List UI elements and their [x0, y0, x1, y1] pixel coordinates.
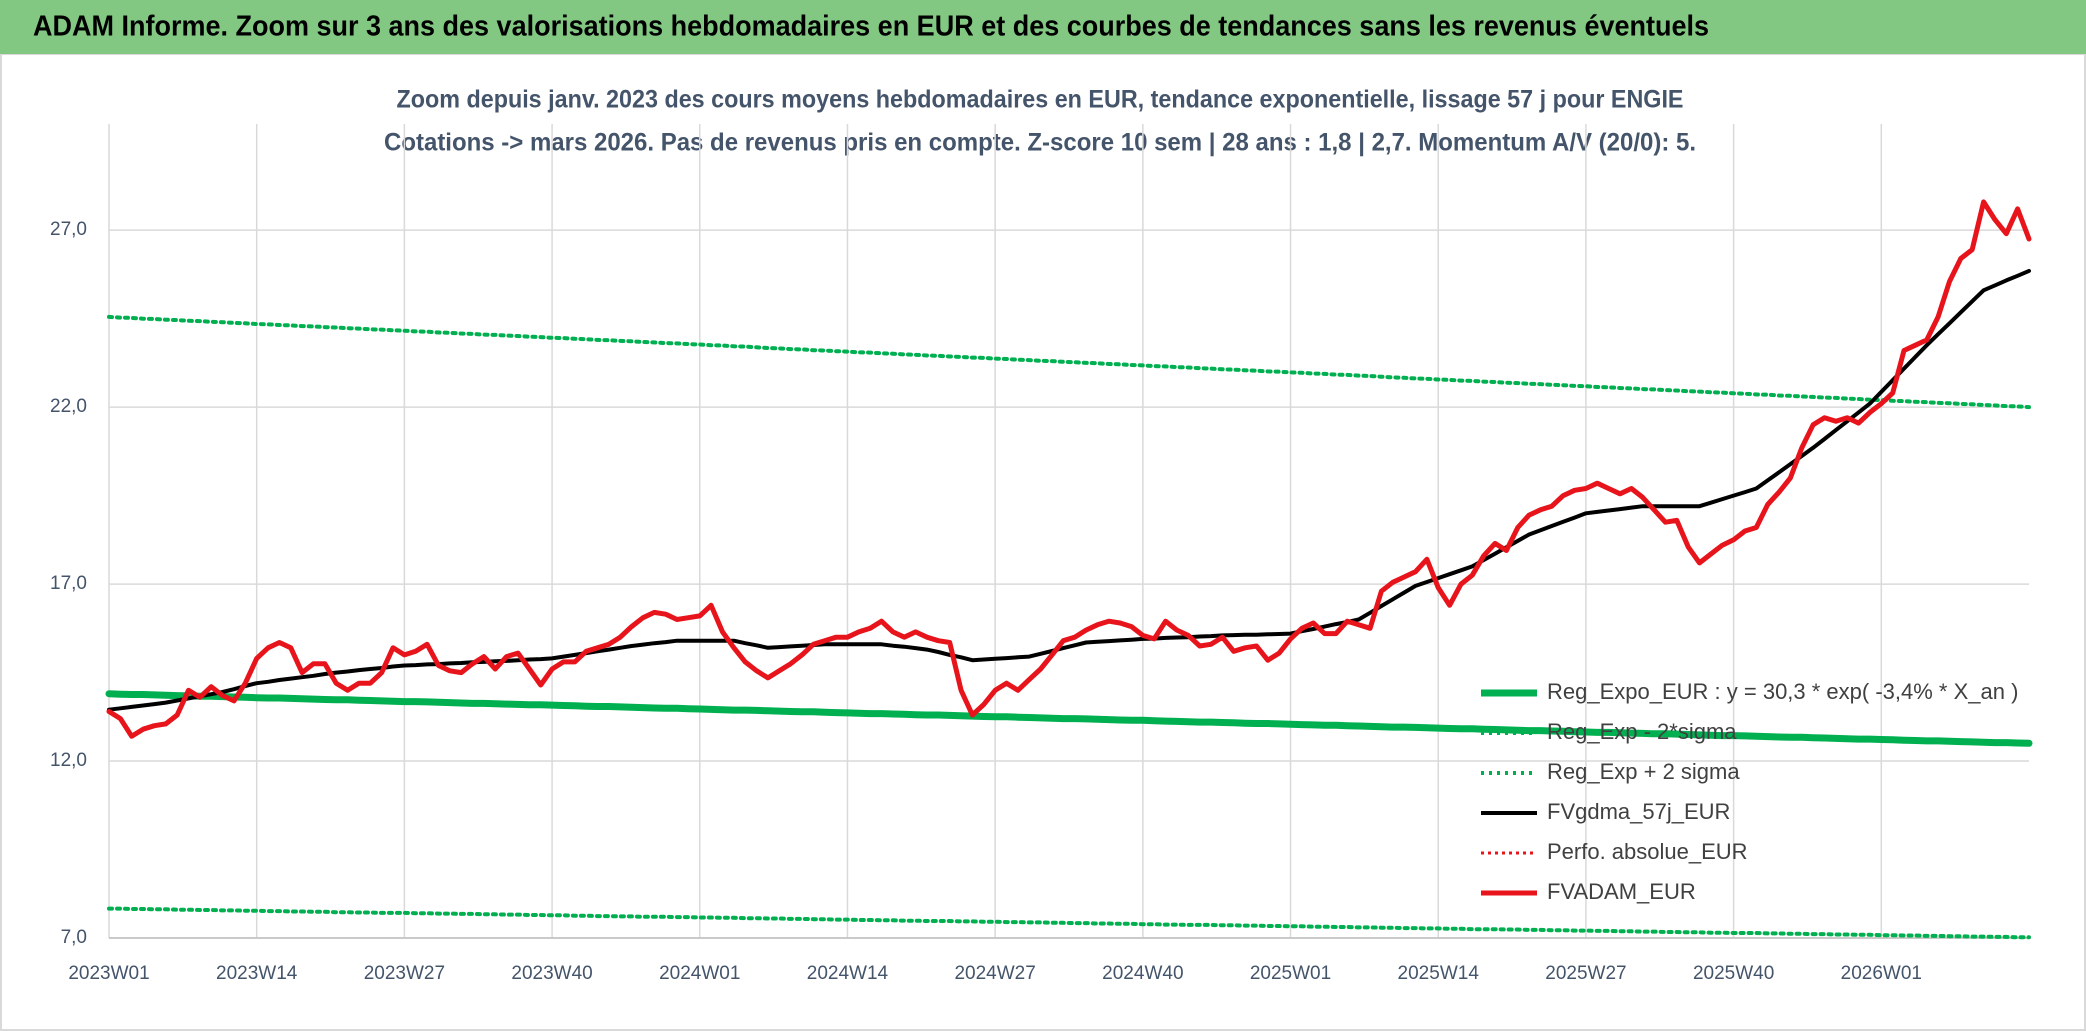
x-tick-label: 2024W27 [954, 963, 1035, 984]
x-tick-label: 2024W01 [659, 963, 740, 984]
legend-label: FVgdma_57j_EUR [1547, 799, 1730, 824]
y-tick-label: 22,0 [50, 396, 87, 417]
chart-subtitle: Zoom depuis janv. 2023 des cours moyens … [397, 86, 1684, 114]
x-tick-label: 2025W27 [1545, 963, 1626, 984]
series-line [105, 690, 2033, 747]
x-tick-label: 2023W40 [511, 963, 592, 984]
x-tick-label: 2023W27 [364, 963, 445, 984]
legend-label: Reg_Expo_EUR : y = 30,3 * exp( -3,4% * X… [1547, 679, 2018, 704]
x-tick-label: 2025W40 [1693, 963, 1774, 984]
x-tick-label: 2025W01 [1250, 963, 1331, 984]
legend-label: Reg_Exp - 2*sigma [1547, 719, 1737, 744]
series-line [107, 906, 2031, 940]
y-tick-label: 27,0 [50, 219, 87, 240]
page-title: ADAM Informe. Zoom sur 3 ans des valoris… [33, 11, 1709, 43]
x-tick-label: 2025W14 [1398, 963, 1480, 984]
x-tick-label: 2026W01 [1841, 963, 1922, 984]
y-tick-label: 17,0 [50, 573, 87, 594]
legend-label: FVADAM_EUR [1547, 879, 1696, 904]
y-tick-label: 12,0 [50, 750, 87, 771]
legend-label: Perfo. absolue_EUR [1547, 839, 1748, 864]
y-tick-label: 7,0 [61, 927, 87, 948]
series-line [107, 314, 2031, 410]
x-tick-label: 2023W14 [216, 963, 298, 984]
x-tick-label: 2024W14 [807, 963, 889, 984]
header-bar [0, 0, 2086, 54]
series-line [107, 268, 2031, 712]
x-tick-label: 2023W01 [68, 963, 149, 984]
series-line [106, 199, 2032, 739]
x-tick-label: 2024W40 [1102, 963, 1183, 984]
legend-label: Reg_Exp + 2 sigma [1547, 759, 1740, 784]
chart-subtitle: Cotations -> mars 2026. Pas de revenus p… [384, 129, 1696, 157]
